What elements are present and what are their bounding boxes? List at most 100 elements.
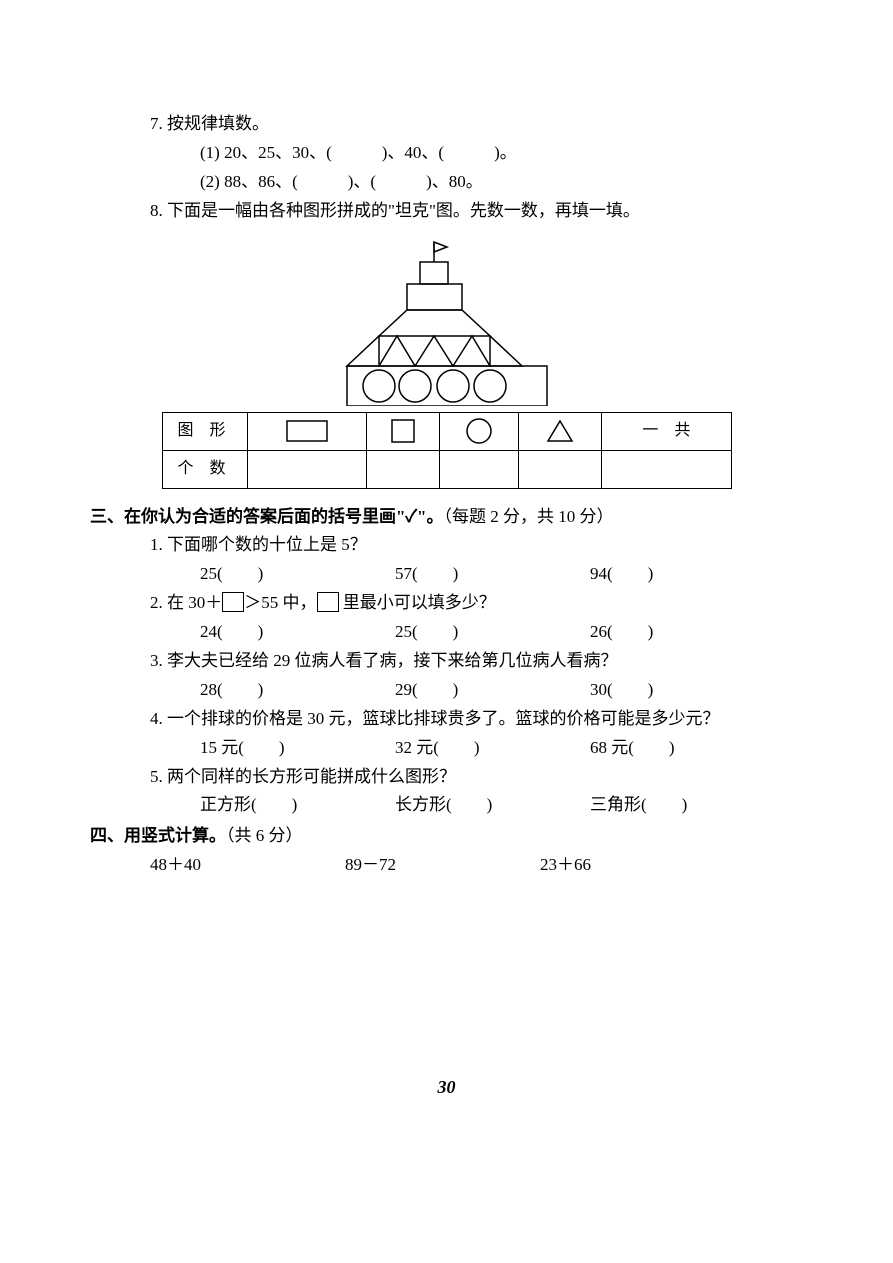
rect-icon [247, 412, 366, 450]
blank-cell [602, 450, 731, 488]
blank-cell [366, 450, 439, 488]
tank-diagram [317, 236, 577, 406]
q-num: 2. [150, 593, 163, 612]
q-text: 一个排球的价格是 30 元，篮球比排球贵多了。篮球的价格可能是多少元？ [167, 709, 720, 728]
opt-text: 26( [590, 622, 613, 641]
close-paren: ) [648, 622, 654, 641]
q8-title: 下面是一幅由各种图形拼成的"坦克"图。先数一数，再填一填。 [167, 201, 640, 220]
blank-box-icon [222, 592, 244, 612]
opt-text: 57( [395, 564, 418, 583]
option: 三角形() [590, 791, 687, 820]
close-paren: ) [279, 738, 285, 757]
option: 25() [395, 618, 590, 647]
q-num: 3. [150, 651, 163, 670]
sec3-options: 15 元()32 元()68 元() [200, 734, 803, 763]
opt-text: 三角形( [590, 795, 647, 814]
q7-line2: (2) 88、86、( )、( )、80。 [200, 168, 803, 197]
close-paren: ) [258, 622, 264, 641]
sec4-row: 48＋40 89－72 23＋66 [150, 851, 803, 880]
q-text: 下面哪个数的十位上是 5？ [167, 535, 367, 554]
option: 30() [590, 676, 653, 705]
q-num: 1. [150, 535, 163, 554]
opt-text: 长方形( [395, 795, 452, 814]
sec3-options: 25()57()94() [200, 560, 803, 589]
option: 28() [200, 676, 395, 705]
q7-l1-b: )、40、( [382, 143, 444, 162]
close-paren: ) [648, 564, 654, 583]
option: 25() [200, 560, 395, 589]
q-text: ＞55 中， [244, 593, 316, 612]
total-label: 一 共 [602, 412, 731, 450]
q7-title: 按规律填数。 [167, 114, 269, 133]
opt-text: 68 元( [590, 738, 634, 757]
q-text: 在 30＋ [167, 593, 222, 612]
table-row: 个 数 [162, 450, 731, 488]
blank-cell [518, 450, 602, 488]
q-num: 5. [150, 767, 163, 786]
option: 94() [590, 560, 653, 589]
opt-text: 25( [200, 564, 223, 583]
row2-label: 个 数 [162, 450, 247, 488]
option: 68 元() [590, 734, 675, 763]
opt-text: 正方形( [200, 795, 257, 814]
option: 15 元() [200, 734, 395, 763]
close-paren: ) [648, 680, 654, 699]
opt-text: 29( [395, 680, 418, 699]
opt-text: 28( [200, 680, 223, 699]
close-paren: ) [669, 738, 675, 757]
opt-text: 30( [590, 680, 613, 699]
row1-label: 图 形 [162, 412, 247, 450]
sec4-points: （共 6 分） [226, 826, 303, 845]
shape-count-table: 图 形 一 共 个 数 [162, 412, 732, 489]
close-paren: ) [258, 680, 264, 699]
triangle-icon [518, 412, 602, 450]
q7-line1: (1) 20、25、30、( )、40、( )。 [200, 139, 803, 168]
q-text: 里最小可以填多少？ [339, 593, 496, 612]
sec3-question: 3. 李大夫已经给 29 位病人看了病，接下来给第几位病人看病？ [150, 647, 803, 676]
q7-number: 7. [150, 114, 163, 133]
opt-text: 25( [395, 622, 418, 641]
q7-l1-c: )。 [494, 143, 517, 162]
sec3-points: （每题 2 分，共 10 分） [444, 507, 614, 526]
option: 长方形() [395, 791, 590, 820]
blank-cell [247, 450, 366, 488]
q-text: 两个同样的长方形可能拼成什么图形？ [167, 767, 456, 786]
page-number: 30 [0, 1077, 893, 1098]
close-paren: ) [453, 564, 459, 583]
calc-item: 23＋66 [540, 851, 591, 880]
close-paren: ) [292, 795, 298, 814]
table-row: 图 形 一 共 [162, 412, 731, 450]
q7-l2-c: )、80。 [426, 172, 483, 191]
sec3-options: 24()25()26() [200, 618, 803, 647]
blank-box-icon [317, 592, 339, 612]
calc-item: 48＋40 [150, 851, 345, 880]
q7-l2-a: (2) 88、86、( [200, 172, 298, 191]
close-paren: ) [487, 795, 493, 814]
close-paren: ) [258, 564, 264, 583]
close-paren: ) [453, 622, 459, 641]
sec3-question: 5. 两个同样的长方形可能拼成什么图形？ [150, 763, 803, 792]
q7-l2-b: )、( [348, 172, 376, 191]
sec3-question: 2. 在 30＋ ＞55 中， 里最小可以填多少？ [150, 589, 803, 618]
q-num: 4. [150, 709, 163, 728]
option: 24() [200, 618, 395, 647]
opt-text: 94( [590, 564, 613, 583]
q8-number: 8. [150, 201, 163, 220]
option: 29() [395, 676, 590, 705]
calc-item: 89－72 [345, 851, 540, 880]
option: 正方形() [200, 791, 395, 820]
q7-l1-a: (1) 20、25、30、( [200, 143, 332, 162]
opt-text: 32 元( [395, 738, 439, 757]
opt-text: 15 元( [200, 738, 244, 757]
close-paren: ) [453, 680, 459, 699]
square-icon [366, 412, 439, 450]
q-text: 李大夫已经给 29 位病人看了病，接下来给第几位病人看病？ [167, 651, 618, 670]
sec3-options: 28()29()30() [200, 676, 803, 705]
option: 26() [590, 618, 653, 647]
sec3-options: 正方形()长方形()三角形() [200, 791, 803, 820]
sec3-heading: 三、在你认为合适的答案后面的括号里画"✓"。 [90, 507, 444, 526]
sec4-heading: 四、用竖式计算。 [90, 826, 226, 845]
blank-cell [440, 450, 519, 488]
option: 32 元() [395, 734, 590, 763]
sec3-question: 1. 下面哪个数的十位上是 5？ [150, 531, 803, 560]
